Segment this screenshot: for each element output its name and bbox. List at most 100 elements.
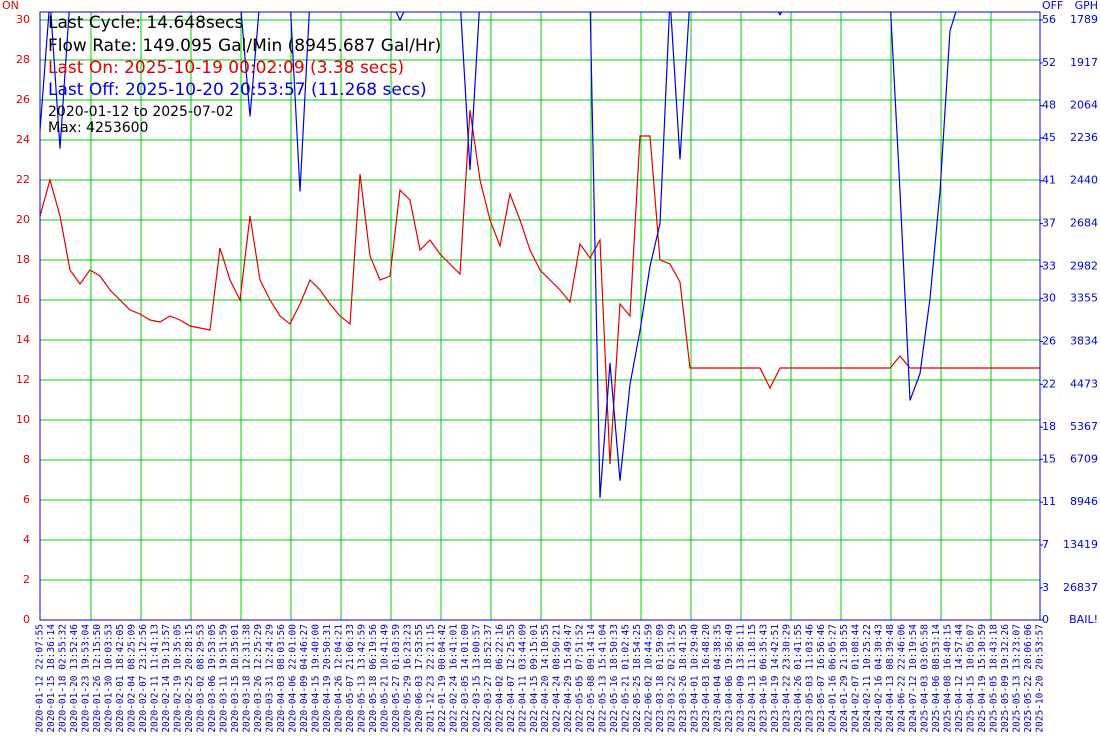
gph-tick-label: 1789 xyxy=(1070,13,1098,26)
x-tick-label: 2022-04-29 15:49:47 xyxy=(563,624,574,733)
y-tick-label: 6 xyxy=(23,493,30,506)
x-tick-label: 2020-05-21 10:41:49 xyxy=(379,624,390,733)
gph-tick-label: 2982 xyxy=(1070,259,1098,272)
y-tick-label: 14 xyxy=(16,333,30,346)
x-tick-label: 2020-02-14 19:13:57 xyxy=(161,624,172,733)
y2-tick-label: 45 xyxy=(1042,131,1056,144)
x-tick-label: 2020-02-04 08:25:09 xyxy=(126,624,137,733)
x-tick-label: 2022-04-07 12:25:55 xyxy=(506,624,517,733)
x-tick-label: 2023-04-19 14:42:51 xyxy=(770,624,781,733)
y2-tick-label: 26 xyxy=(1042,334,1056,347)
x-tick-label: 2023-04-04 04:38:35 xyxy=(713,624,724,733)
y-tick-label: 16 xyxy=(16,293,30,306)
x-tick-label: 2020-01-26 12:15:50 xyxy=(92,624,103,733)
gph-tick-label: 4473 xyxy=(1070,377,1098,390)
y2-tick-label: 30 xyxy=(1042,292,1056,305)
x-tick-label: 2020-04-06 22:01:00 xyxy=(287,624,298,733)
x-tick-label: 2020-04-03 08:03:56 xyxy=(276,624,287,733)
last-off: Last Off: 2025-10-20 20:53:57 (11.268 se… xyxy=(48,80,427,100)
x-tick-label: 2024-02-11 10:25:22 xyxy=(862,624,873,733)
y-tick-label: 18 xyxy=(16,253,30,266)
x-tick-label: 2025-10-20 20:53:57 xyxy=(1035,624,1046,733)
y-tick-label: 20 xyxy=(16,213,30,226)
x-tick-label: 2020-04-26 12:04:21 xyxy=(333,624,344,733)
x-tick-label: 2020-06-03 17:53:55 xyxy=(414,624,425,733)
last-on: Last On: 2025-10-19 00:02:09 (3.38 secs) xyxy=(48,58,404,78)
x-tick-label: 2023-04-01 10:29:40 xyxy=(690,624,701,733)
x-tick-label: 2020-05-18 06:19:56 xyxy=(368,624,379,733)
y-tick-label: 22 xyxy=(16,173,30,186)
x-tick-label: 2025-04-03 03:05:58 xyxy=(920,624,931,733)
x-tick-label: 2022-04-24 08:50:21 xyxy=(552,624,563,733)
y-tick-label: 10 xyxy=(16,413,30,426)
y2-tick-label: 52 xyxy=(1042,56,1056,69)
gph-tick-label: 1917 xyxy=(1070,56,1098,69)
x-tick-label: 2023-04-09 13:36:11 xyxy=(736,624,747,733)
y-tick-label: 2 xyxy=(23,573,30,586)
x-tick-label: 2020-03-06 19:53:05 xyxy=(207,624,218,733)
x-tick-label: 2022-04-11 03:44:09 xyxy=(517,624,528,733)
x-tick-label: 2020-01-23 19:53:04 xyxy=(80,624,91,733)
y2-tick-label: 3 xyxy=(1042,581,1049,594)
x-tick-label: 2020-04-19 20:50:31 xyxy=(322,624,333,733)
x-tick-label: 2024-01-16 06:05:27 xyxy=(828,624,839,733)
y-tick-label: 4 xyxy=(23,533,30,546)
x-tick-label: 2020-05-29 16:23:23 xyxy=(402,624,413,733)
off-label: OFF xyxy=(1042,0,1063,12)
x-tick-label: 2020-03-15 10:35:01 xyxy=(230,624,241,733)
x-tick-label: 2025-04-08 16:40:15 xyxy=(943,624,954,733)
gph-tick-label: 5367 xyxy=(1070,420,1098,433)
y2-tick-label: 33 xyxy=(1042,259,1056,272)
x-tick-label: 2025-05-22 20:06:06 xyxy=(1023,624,1034,733)
x-tick-label: 2022-04-02 06:22:16 xyxy=(494,624,505,733)
x-tick-label: 2020-04-09 04:46:27 xyxy=(299,624,310,733)
x-tick-label: 2025-05-09 19:32:26 xyxy=(1000,624,1011,733)
x-tick-label: 2020-05-07 21:06:33 xyxy=(345,624,356,733)
x-tick-label: 2020-01-18 02:55:32 xyxy=(57,624,68,733)
x-tick-label: 2023-04-13 11:18:15 xyxy=(747,624,758,733)
last-cycle: Last Cycle: 14.648secs xyxy=(48,13,244,33)
x-tick-label: 2025-04-12 14:57:44 xyxy=(954,624,965,733)
x-tick-label: 2022-03-27 18:52:37 xyxy=(483,624,494,733)
x-tick-label: 2022-05-13 15:41:04 xyxy=(598,624,609,733)
x-tick-label: 2025-04-06 08:53:14 xyxy=(931,624,942,733)
gph-tick-label: 2440 xyxy=(1070,174,1098,187)
x-tick-label: 2020-05-13 13:42:59 xyxy=(356,624,367,733)
x-tick-label: 2020-03-26 12:25:29 xyxy=(253,624,264,733)
x-tick-label: 2025-05-05 18:43:18 xyxy=(989,624,1000,733)
x-tick-label: 2024-07-12 10:19:54 xyxy=(908,624,919,733)
x-tick-label: 2022-05-08 09:14:14 xyxy=(586,624,597,733)
x-tick-label: 2022-03-05 14:01:00 xyxy=(460,624,471,733)
x-tick-label: 2020-04-15 19:40:00 xyxy=(310,624,321,733)
x-tick-label: 2023-03-18 01:59:09 xyxy=(655,624,666,733)
flow-rate: Flow Rate: 149.095 Gal/Min (8945.687 Gal… xyxy=(48,36,441,56)
y2-tick-label: 48 xyxy=(1042,99,1056,112)
x-tick-label: 2024-02-07 01:08:44 xyxy=(851,624,862,733)
x-tick-label: 2022-03-15 13:00:57 xyxy=(471,624,482,733)
y-tick-label: 30 xyxy=(16,13,30,26)
x-tick-label: 2020-03-18 12:31:38 xyxy=(241,624,252,733)
x-tick-label: 2020-01-20 13:52:46 xyxy=(69,624,80,733)
gph-tick-label: 3834 xyxy=(1070,334,1098,347)
gph-tick-label: 26837 xyxy=(1063,581,1098,594)
x-tick-label: 2022-05-16 18:50:33 xyxy=(609,624,620,733)
y2-tick-label: 41 xyxy=(1042,174,1056,187)
x-tick-label: 2023-03-22 02:51:29 xyxy=(667,624,678,733)
x-tick-label: 2023-03-26 18:41:55 xyxy=(678,624,689,733)
y2-tick-label: 18 xyxy=(1042,420,1056,433)
x-tick-label: 2020-03-31 12:24:29 xyxy=(264,624,275,733)
gph-tick-label: 2684 xyxy=(1070,217,1098,230)
plot-frame xyxy=(39,11,1041,621)
plot-lines xyxy=(40,12,1040,498)
y-tick-label: 26 xyxy=(16,93,30,106)
series-line xyxy=(40,109,1040,465)
gph-tick-label: 8946 xyxy=(1070,495,1098,508)
x-tick-label: 2022-01-19 00:04:42 xyxy=(437,624,448,733)
x-tick-label: 2025-05-13 13:23:07 xyxy=(1012,624,1023,733)
x-tick-label: 2020-02-19 10:35:05 xyxy=(172,624,183,733)
gph-label: GPH xyxy=(1075,0,1098,12)
x-tick-label: 2020-05-27 01:03:59 xyxy=(391,624,402,733)
y2-tick-label: 0 xyxy=(1042,613,1049,626)
